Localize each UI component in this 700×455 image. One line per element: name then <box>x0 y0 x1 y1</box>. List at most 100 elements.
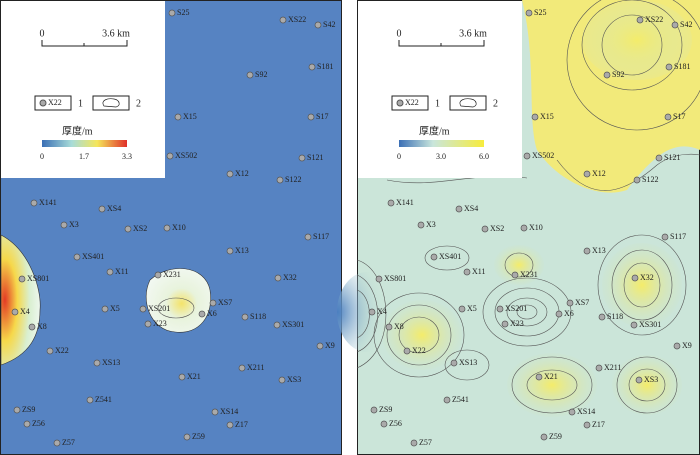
well-symbol <box>209 299 217 307</box>
well-label: X15 <box>540 112 554 121</box>
well-symbol <box>630 321 638 329</box>
well-label: X13 <box>235 246 249 255</box>
well-label: X141 <box>396 198 414 207</box>
colorbar <box>42 140 127 147</box>
well-symbol <box>53 439 61 447</box>
contour-area <box>494 245 544 285</box>
well-symbol <box>673 342 681 350</box>
well-symbol <box>166 152 174 160</box>
well-label: X32 <box>640 273 654 282</box>
well-label: X231 <box>163 270 181 279</box>
well-label: X5 <box>467 304 477 313</box>
well-symbol <box>279 16 287 24</box>
well-symbol <box>583 170 591 178</box>
well-label: X6 <box>564 309 574 318</box>
well-symbol <box>535 373 543 381</box>
well-symbol <box>198 310 206 318</box>
well-label: X211 <box>247 363 264 372</box>
well-symbol <box>430 253 438 261</box>
well-label: S42 <box>680 20 692 29</box>
well-symbol <box>178 373 186 381</box>
well-symbol <box>168 9 176 17</box>
well-label: XS7 <box>575 298 589 307</box>
well-symbol <box>241 313 249 321</box>
colorbar <box>399 140 484 147</box>
well-symbol <box>410 439 418 447</box>
well-label: X13 <box>592 246 606 255</box>
well-label: X22 <box>412 346 426 355</box>
well-label: S25 <box>177 8 189 17</box>
well-symbol <box>368 308 376 316</box>
well-symbol <box>86 396 94 404</box>
well-symbol <box>276 176 284 184</box>
well-label: X211 <box>604 363 621 372</box>
well-symbol <box>396 99 404 107</box>
well-label: X141 <box>39 198 57 207</box>
well-label: S121 <box>664 153 680 162</box>
well-label: XS22 <box>288 15 306 24</box>
well-label: X9 <box>682 341 692 350</box>
well-symbol <box>603 71 611 79</box>
well-label: XS201 <box>505 304 527 313</box>
well-symbol <box>163 224 171 232</box>
well-label: S92 <box>612 70 624 79</box>
legend-label: 1 <box>78 98 83 109</box>
well-symbol <box>655 154 663 162</box>
contour-area <box>582 0 692 80</box>
scale-end: 3.6 km <box>459 28 487 39</box>
well-label: XS2 <box>490 224 504 233</box>
well-label: XS13 <box>102 358 120 367</box>
well-symbol <box>28 323 36 331</box>
well-symbol <box>273 321 281 329</box>
well-label: X10 <box>529 223 543 232</box>
well-label: X32 <box>283 273 297 282</box>
legend-symbol <box>92 95 130 111</box>
well-label: X6 <box>207 309 217 318</box>
well-symbol <box>568 408 576 416</box>
colorbar-tick-label: 3.3 <box>122 152 132 161</box>
scale-end: 3.6 km <box>102 28 130 39</box>
well-label: S118 <box>607 312 623 321</box>
well-label: XS401 <box>82 252 104 261</box>
well-symbol <box>511 271 519 279</box>
contour-area <box>507 353 597 417</box>
well-symbol <box>501 320 509 328</box>
well-label: S181 <box>674 62 690 71</box>
well-symbol <box>417 221 425 229</box>
well-label: Z56 <box>32 419 45 428</box>
legend-box <box>1 1 165 178</box>
well-symbol <box>525 9 533 17</box>
well-symbol <box>183 433 191 441</box>
well-label: S25 <box>534 8 546 17</box>
colorbar-tick-label: 6.0 <box>479 152 489 161</box>
well-symbol <box>246 71 254 79</box>
well-symbol <box>671 21 679 29</box>
contour-area <box>382 300 462 370</box>
well-label: XS22 <box>645 15 663 24</box>
well-symbol <box>154 271 162 279</box>
scale-start: 0 <box>40 28 45 39</box>
well-label: XS401 <box>439 252 461 261</box>
well-symbol <box>13 406 21 414</box>
well-label: X21 <box>187 372 201 381</box>
well-label: Z541 <box>95 395 112 404</box>
well-label: X11 <box>115 267 128 276</box>
legend-label: 2 <box>136 98 141 109</box>
well-label: S118 <box>250 312 266 321</box>
well-symbol <box>101 305 109 313</box>
well-label: X21 <box>544 372 558 381</box>
well-symbol <box>274 274 282 282</box>
well-label: Z59 <box>192 432 205 441</box>
well-symbol <box>174 113 182 121</box>
legend-label: 1 <box>435 98 440 109</box>
well-symbol <box>316 342 324 350</box>
well-symbol <box>633 176 641 184</box>
colorbar-tick-label: 1.7 <box>79 152 89 161</box>
well-label: ZS9 <box>22 405 35 414</box>
well-label: X4 <box>20 307 30 316</box>
well-symbol <box>211 408 219 416</box>
well-label: S122 <box>285 175 301 184</box>
well-symbol <box>463 268 471 276</box>
